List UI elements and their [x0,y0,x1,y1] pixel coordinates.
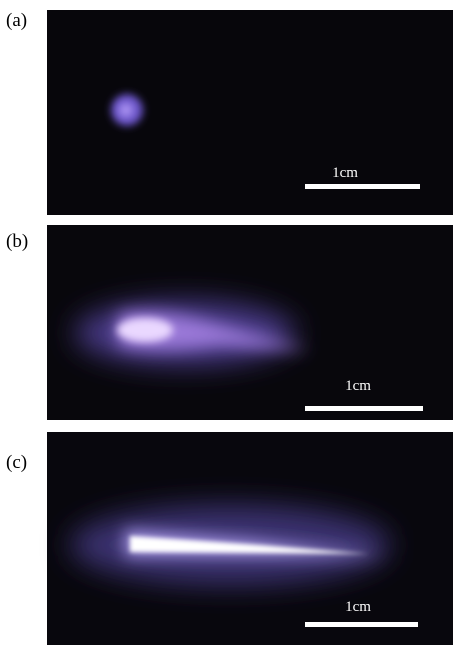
scale-bar [305,622,418,627]
panel-c: (c) 1cm [6,432,453,645]
scale-bar-label: 1cm [332,165,358,181]
panel-a: (a) 1cm [6,10,453,215]
panel-label: (b) [6,231,28,252]
glow-core [119,103,133,117]
scale-bar [305,406,423,411]
page: {"panels": [{"label": "(a)", "scale_bar"… [0,0,453,652]
plume-core [117,318,173,342]
panel-label: (a) [6,10,27,31]
scale-bar [305,184,420,189]
scale-bar-label: 1cm [345,378,371,394]
scale-bar-label: 1cm [345,599,371,615]
panel-b: (b) 1cm [6,225,453,420]
figure: (a) 1cm (b) 1cm (c) 1cm [0,0,453,652]
panel-label: (c) [6,452,27,473]
